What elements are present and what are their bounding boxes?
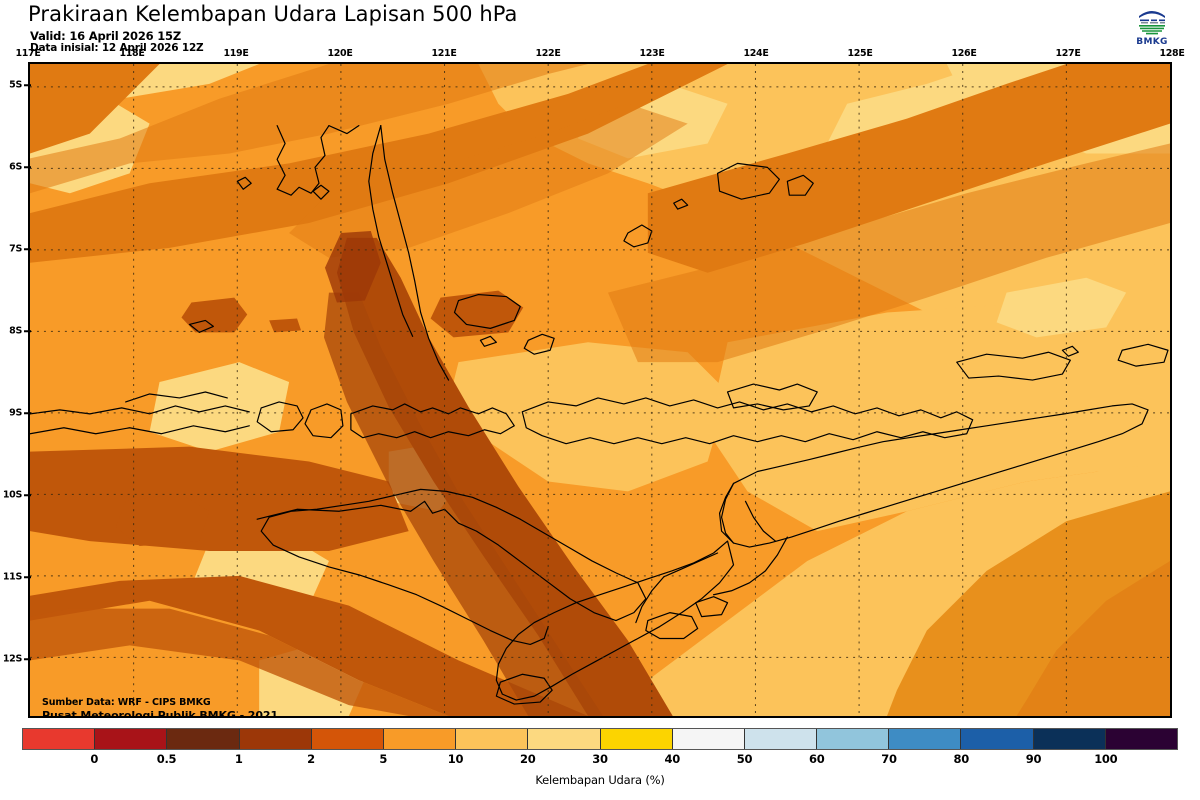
y-tick-5S: 5S	[9, 79, 22, 91]
x-tick-117E: 117E	[15, 48, 41, 59]
colorbar[interactable]	[22, 728, 1178, 750]
x-tick-119E: 119E	[223, 48, 249, 59]
colorbar-tick-70: 70	[881, 752, 897, 766]
source-credit: Sumber Data: WRF - CIPS BMKG	[42, 697, 211, 708]
y-tick-mark-10S	[24, 494, 31, 496]
bmkg-logo-text: BMKG	[1136, 37, 1168, 47]
valid-time-label: Valid: 16 April 2026 15Z	[30, 29, 182, 43]
colorbar-seg-white[interactable]	[672, 729, 745, 749]
bmkg-logo-icon	[1135, 4, 1169, 38]
colorbar-seg-lightorange[interactable]	[456, 729, 529, 749]
colorbar-seg-purple[interactable]	[1105, 729, 1177, 749]
y-tick-mark-7S	[24, 248, 31, 250]
y-tick-mark-9S	[24, 412, 31, 414]
colorbar-tick-labels: 0 0.5 1 2 5 10 20 30 40 50 60 70 80 90 100	[22, 752, 1178, 768]
y-tick-mark-6S	[24, 166, 31, 168]
y-tick-mark-12S	[24, 658, 31, 660]
y-tick-10S: 10S	[2, 489, 22, 501]
x-tick-120E: 120E	[327, 48, 353, 59]
x-tick-122E: 122E	[535, 48, 561, 59]
colorbar-tick-0.5: 0.5	[156, 752, 177, 766]
y-tick-12S: 12S	[2, 653, 22, 665]
x-tick-127E: 127E	[1055, 48, 1081, 59]
x-tick-123E: 123E	[639, 48, 665, 59]
x-tick-118E: 118E	[119, 48, 145, 59]
colorbar-tick-60: 60	[809, 752, 825, 766]
x-tick-125E: 125E	[847, 48, 873, 59]
y-tick-7S: 7S	[9, 243, 22, 255]
y-tick-9S: 9S	[9, 407, 22, 419]
colorbar-tick-5: 5	[379, 752, 388, 766]
page-title: Prakiraan Kelembapan Udara Lapisan 500 h…	[28, 2, 518, 26]
x-tick-124E: 124E	[743, 48, 769, 59]
colorbar-tick-50: 50	[736, 752, 753, 766]
colorbar-seg-crimson[interactable]	[95, 729, 168, 749]
colorbar-seg-darkbrown[interactable]	[167, 729, 240, 749]
colorbar-seg-paleyellow[interactable]	[528, 729, 601, 749]
colorbar-tick-80: 80	[953, 752, 970, 766]
x-tick-121E: 121E	[431, 48, 457, 59]
colorbar-seg-yellow[interactable]	[600, 729, 673, 749]
colorbar-seg-paleblue[interactable]	[744, 729, 818, 749]
colorbar-seg-burntorange[interactable]	[311, 729, 384, 749]
y-tick-11S: 11S	[2, 571, 22, 583]
y-tick-mark-11S	[24, 576, 31, 578]
colorbar-tick-30: 30	[592, 752, 608, 766]
colorbar-seg-navy[interactable]	[1033, 729, 1106, 749]
colorbar-seg-orange[interactable]	[383, 729, 457, 749]
colorbar-tick-40: 40	[664, 752, 681, 766]
y-tick-mark-8S	[24, 330, 31, 332]
colorbar-seg-lightblue[interactable]	[817, 729, 890, 749]
y-tick-mark-5S	[24, 84, 31, 86]
x-tick-128E: 128E	[1159, 48, 1185, 59]
colorbar-seg-sienna[interactable]	[239, 729, 312, 749]
colorbar-seg-red[interactable]	[23, 729, 96, 749]
humidity-field	[30, 64, 1170, 716]
colorbar-tick-20: 20	[520, 752, 536, 766]
colorbar-seg-strongblue[interactable]	[961, 729, 1034, 749]
bmkg-logo: BMKG	[1129, 4, 1175, 52]
colorbar-tick-10: 10	[447, 752, 464, 766]
colorbar-tick-90: 90	[1025, 752, 1042, 766]
colorbar-title: Kelembapan Udara (%)	[535, 773, 665, 787]
y-tick-8S: 8S	[9, 325, 22, 337]
y-tick-6S: 6S	[9, 161, 22, 173]
colorbar-tick-1: 1	[234, 752, 243, 766]
colorbar-tick-100: 100	[1094, 752, 1118, 766]
colorbar-tick-0: 0	[90, 752, 99, 766]
colorbar-seg-blue[interactable]	[889, 729, 962, 749]
colorbar-tick-2: 2	[307, 752, 315, 766]
map-canvas[interactable]: Sumber Data: WRF - CIPS BMKG Pusat Meteo…	[28, 62, 1172, 718]
x-tick-126E: 126E	[951, 48, 977, 59]
office-credit: Pusat Meteorologi Publik BMKG - 2021	[42, 709, 278, 718]
initial-data-label: Data inisial: 12 April 2026 12Z	[30, 42, 204, 54]
